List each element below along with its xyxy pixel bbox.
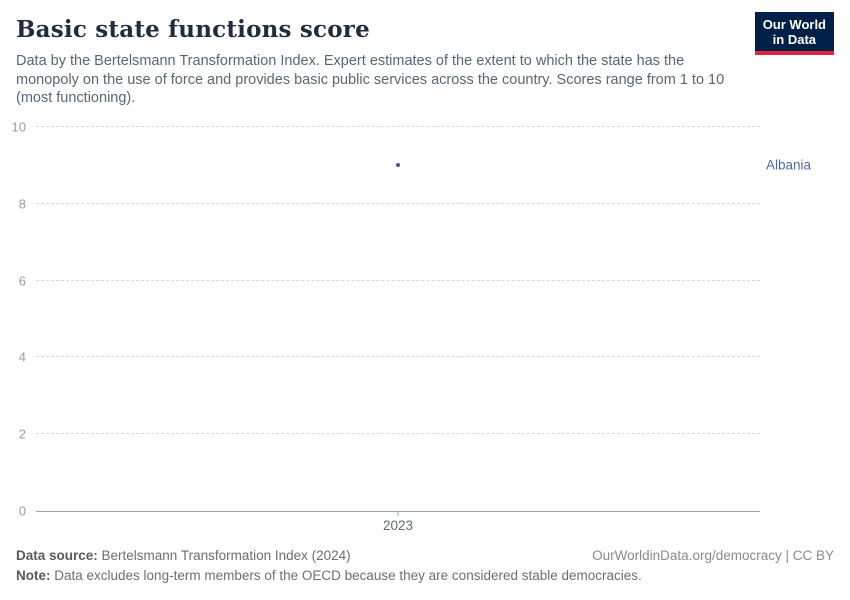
y-axis-tick-label: 8 [18,196,26,212]
plot-area: 2023 Albania [36,126,811,533]
data-point-albania[interactable] [396,163,400,168]
page-title: Basic state functions score [16,16,370,43]
note-label: Note: [16,568,51,583]
gridline [36,433,760,435]
y-axis-tick-label: 6 [18,273,26,289]
gridline [36,356,760,358]
data-source: Data source: Bertelsmann Transformation … [16,548,351,563]
owid-logo-line1: Our World [762,17,826,32]
y-axis-tick-label: 4 [18,349,26,365]
entity-label-albania: Albania [766,157,812,173]
owid-logo[interactable]: Our World in Data [754,12,834,55]
x-axis-tick-mark [397,511,399,516]
footer-note-row: Note: Data excludes long-term members of… [16,568,834,583]
gridline [36,126,760,127]
y-axis-tick-label: 10 [11,119,26,135]
data-source-text: Bertelsmann Transformation Index (2024) [97,548,351,563]
owid-logo-line2: in Data [772,32,817,47]
license-link[interactable]: OurWorldinData.org/democracy | CC BY [592,548,834,563]
y-axis-tick-label: 0 [18,503,26,519]
note-text: Data excludes long-term members of the O… [50,568,642,583]
chart-area: 2023 Albania 0 2 4 6 8 10 [0,120,850,534]
gridline [36,202,760,204]
data-source-label: Data source: [16,548,98,563]
y-axis-tick-label: 2 [18,426,26,442]
footer-source-row: Data source: Bertelsmann Transformation … [16,548,834,563]
chart-subtitle: Data by the Bertelsmann Transformation I… [16,53,725,106]
gridline [36,279,760,281]
x-axis-tick-label: 2023 [382,518,414,533]
